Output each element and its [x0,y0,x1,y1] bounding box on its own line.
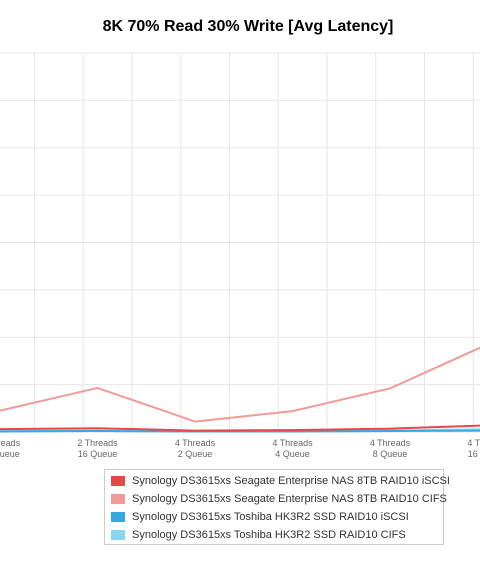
series-line-3 [0,429,480,433]
legend: Synology DS3615xs Seagate Enterprise NAS… [104,469,450,545]
legend-label: Synology DS3615xs Seagate Enterprise NAS… [132,475,450,487]
x-tick-label: 8 Queue [373,449,408,459]
legend-swatch [111,476,125,486]
x-tick-label: 4 Queue [275,449,310,459]
x-tick-label: 16 Queue [468,449,480,459]
grid [0,52,480,433]
legend-label: Synology DS3615xs Toshiba HK3R2 SSD RAID… [132,529,406,541]
x-tick-label: 16 Queue [0,449,20,459]
legend-swatch [111,494,125,504]
x-tick-label: 16 Queue [78,449,118,459]
legend-item[interactable]: Synology DS3615xs Toshiba HK3R2 SSD RAID… [111,508,443,526]
x-tick-label: 4 Threads [175,438,216,448]
legend-swatch [111,512,125,522]
legend-item[interactable]: Synology DS3615xs Toshiba HK3R2 SSD RAID… [111,526,443,544]
legend-item[interactable]: Synology DS3615xs Seagate Enterprise NAS… [111,472,450,490]
x-tick-label: 2 Threads [77,438,118,448]
x-tick-label: 2 Queue [178,449,213,459]
legend-swatch [111,530,125,540]
x-tick-label: 4 Threads [272,438,313,448]
x-tick-label: 4 Threads [467,438,480,448]
series-line-1 [0,424,480,432]
chart-title: 8K 70% Read 30% Write [Avg Latency] [102,18,394,35]
series-lines [0,346,480,433]
x-tick-label: 1 Threads [0,438,21,448]
x-tick-label: 4 Threads [370,438,411,448]
legend-label: Synology DS3615xs Toshiba HK3R2 SSD RAID… [132,511,409,523]
legend-label: Synology DS3615xs Seagate Enterprise NAS… [132,493,447,505]
legend-item[interactable]: Synology DS3615xs Seagate Enterprise NAS… [111,490,447,508]
series-line-2 [0,346,480,423]
